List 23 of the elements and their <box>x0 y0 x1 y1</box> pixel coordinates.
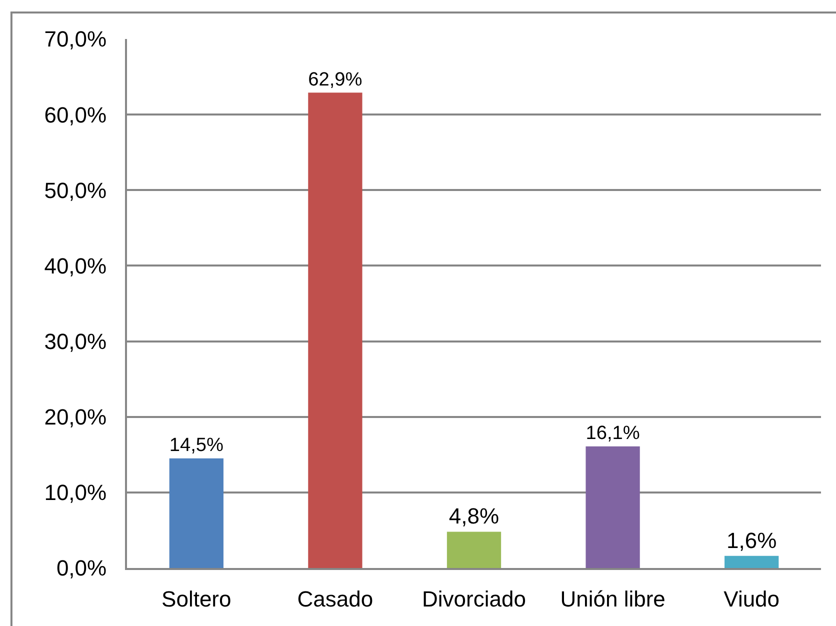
data-label: 4,8% <box>448 504 500 529</box>
data-label: 62,9% <box>308 69 362 90</box>
x-tick-label: Soltero <box>162 586 232 612</box>
bar <box>586 446 640 568</box>
y-tick-label: 50,0% <box>44 178 107 203</box>
bar <box>169 458 224 568</box>
y-tick-label: 70,0% <box>44 26 107 52</box>
x-tick-label: Casado <box>297 586 374 612</box>
y-tick-label: 0,0% <box>56 556 107 581</box>
data-label: 16,1% <box>586 422 640 444</box>
data-label: 1,6% <box>726 528 777 553</box>
y-tick-label: 60,0% <box>44 102 107 128</box>
bar <box>446 532 502 568</box>
data-label: 14,5% <box>169 435 224 456</box>
x-tick-label: Unión libre <box>560 586 666 612</box>
x-tick-label: Viudo <box>724 586 780 612</box>
y-tick-label: 20,0% <box>44 404 107 430</box>
bar <box>724 556 779 568</box>
y-tick-label: 30,0% <box>44 328 107 354</box>
x-tick-label: Divorciado <box>422 586 526 612</box>
y-tick-label: 10,0% <box>44 480 107 506</box>
bar <box>308 92 362 568</box>
y-tick-label: 40,0% <box>44 253 107 278</box>
